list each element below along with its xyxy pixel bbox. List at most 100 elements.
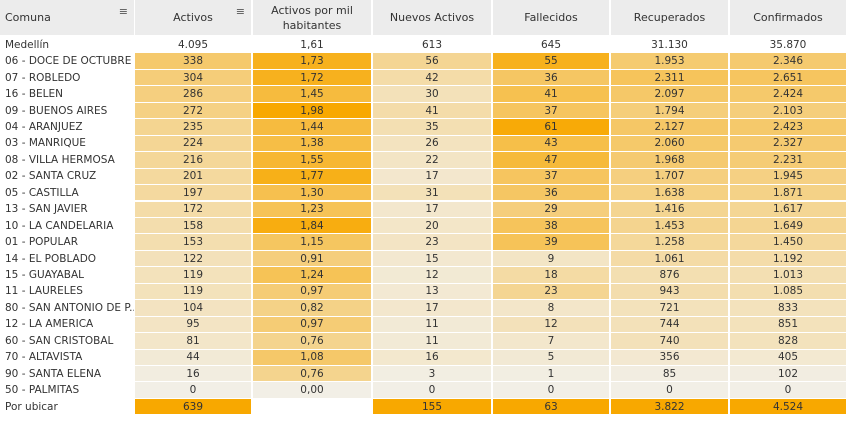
row-label: 09 - BUENOS AIRES (5, 104, 108, 117)
column-header[interactable]: Activos por mil habitantes (253, 0, 371, 35)
value-cell: 1.707 (611, 168, 728, 185)
row-label: 07 - ROBLEDO (5, 71, 81, 84)
row-label: 70 - ALTAVISTA (5, 351, 83, 364)
value-cell: 1.649 (730, 217, 846, 234)
value-cell: 1.638 (611, 185, 728, 201)
value-cell: 16 (135, 366, 251, 382)
value-cell: 0,76 (253, 333, 371, 349)
value-cell: 1,72 (253, 69, 371, 86)
value-cell: 304 (135, 69, 251, 86)
value-cell: 104 (135, 300, 251, 316)
value-cell: 12 (373, 267, 491, 283)
row-label: 11 - LAURELES (5, 285, 83, 298)
value-cell: 851 (730, 316, 846, 333)
value-cell: 2.060 (611, 135, 728, 152)
value-cell: 5 (493, 349, 609, 365)
value-cell: 56 (373, 53, 491, 69)
value-cell: 13 (373, 283, 491, 300)
value-cell: 2.346 (730, 53, 846, 69)
value-cell: 41 (373, 102, 491, 119)
value-cell: 158 (135, 217, 251, 234)
value-cell: 2.651 (730, 69, 846, 86)
value-cell: 36 (493, 185, 609, 201)
value-cell: 31 (373, 185, 491, 201)
value-cell: 1,45 (253, 86, 371, 102)
value-cell: 0 (373, 382, 491, 398)
value-cell: 4.524 (730, 398, 846, 415)
value-cell: 1,61 (300, 38, 324, 51)
value-cell: 943 (611, 283, 728, 300)
value-cell: 4.095 (177, 38, 209, 51)
value-cell: 39 (493, 234, 609, 250)
value-cell: 8 (493, 300, 609, 316)
row-label: 12 - LA AMERICA (5, 318, 94, 331)
value-cell: 42 (373, 69, 491, 86)
row-label: 10 - LA CANDELARIA (5, 219, 114, 232)
column-header[interactable]: Activos ≡ (135, 0, 251, 35)
sort-icon[interactable]: ≡ (118, 5, 128, 18)
value-cell: 1.871 (730, 185, 846, 201)
value-cell: 744 (611, 316, 728, 333)
value-cell: 81 (135, 333, 251, 349)
column-header[interactable]: Recuperados (611, 0, 728, 35)
value-cell: 43 (493, 135, 609, 152)
value-cell (253, 398, 371, 415)
column-header[interactable]: Confirmados (730, 0, 846, 35)
value-cell: 0,97 (253, 316, 371, 333)
value-cell: 30 (373, 86, 491, 102)
row-label: 03 - MANRIQUE (5, 137, 86, 150)
column-header[interactable]: Fallecidos (493, 0, 609, 35)
value-cell: 23 (373, 234, 491, 250)
value-cell: 1.192 (730, 250, 846, 267)
column-header[interactable]: Nuevos Activos (373, 0, 491, 35)
value-cell: 0,76 (253, 366, 371, 382)
row-label: Por ubicar (5, 400, 58, 413)
value-cell: 55 (493, 53, 609, 69)
value-cell: 2.103 (730, 102, 846, 119)
value-cell: 2.097 (611, 86, 728, 102)
value-cell: 16 (373, 349, 491, 365)
row-label: Medellín (5, 38, 50, 51)
value-cell: 197 (135, 185, 251, 201)
sort-icon[interactable]: ≡ (235, 5, 245, 18)
value-cell: 639 (135, 398, 251, 415)
value-cell: 0 (493, 382, 609, 398)
value-cell: 2.231 (730, 152, 846, 168)
value-cell: 833 (730, 300, 846, 316)
value-cell: 12 (493, 316, 609, 333)
value-cell: 235 (135, 119, 251, 135)
value-cell: 2.327 (730, 135, 846, 152)
value-cell: 9 (493, 250, 609, 267)
value-cell: 11 (373, 316, 491, 333)
row-label: 05 - CASTILLA (5, 186, 79, 199)
value-cell: 1,15 (253, 234, 371, 250)
value-cell: 1,73 (253, 53, 371, 69)
value-cell: 1.453 (611, 217, 728, 234)
value-cell: 0,82 (253, 300, 371, 316)
value-cell: 1,23 (253, 201, 371, 217)
value-cell: 1.794 (611, 102, 728, 119)
value-cell: 85 (611, 366, 728, 382)
value-cell: 119 (135, 267, 251, 283)
row-label: 80 - SAN ANTONIO DE P.. (5, 301, 134, 314)
column-header[interactable]: Comuna ≡ (0, 0, 134, 35)
value-cell: 1.061 (611, 250, 728, 267)
value-cell: 740 (611, 333, 728, 349)
value-cell: 63 (493, 398, 609, 415)
value-cell: 22 (373, 152, 491, 168)
value-cell: 61 (493, 119, 609, 135)
row-label: 13 - SAN JAVIER (5, 203, 88, 216)
value-cell: 876 (611, 267, 728, 283)
value-cell: 35 (373, 119, 491, 135)
value-cell: 828 (730, 333, 846, 349)
value-cell: 153 (135, 234, 251, 250)
value-cell: 0,91 (253, 250, 371, 267)
value-cell: 2.424 (730, 86, 846, 102)
row-label: 14 - EL POBLADO (5, 252, 97, 265)
value-cell: 1,98 (253, 102, 371, 119)
row-label: 06 - DOCE DE OCTUBRE (5, 55, 132, 68)
value-cell: 44 (135, 349, 251, 365)
value-cell: 1.617 (730, 201, 846, 217)
value-cell: 1,38 (253, 135, 371, 152)
value-cell: 47 (493, 152, 609, 168)
